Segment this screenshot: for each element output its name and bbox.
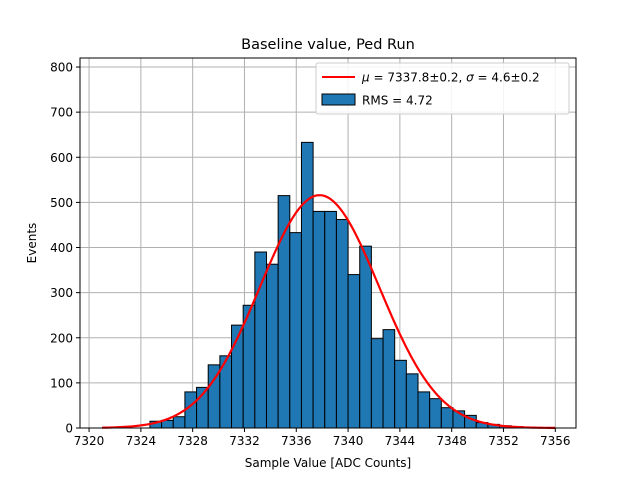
histogram-bar <box>394 359 407 429</box>
x-tick-label: 7344 <box>385 434 416 448</box>
y-axis-label: Events <box>25 223 39 264</box>
x-tick-label: 7352 <box>488 434 519 448</box>
y-tick-label: 500 <box>50 196 73 210</box>
legend-fit-label: μ = 7337.8±0.2, σ = 4.6±0.2 <box>361 71 540 85</box>
x-tick-label: 7332 <box>229 434 260 448</box>
x-tick-label: 7324 <box>126 434 157 448</box>
axes-frame <box>79 57 577 429</box>
y-axis-ticks: 0 100 200 300 400 500 600 700 800 <box>50 61 80 436</box>
y-tick-label: 100 <box>50 376 73 390</box>
histogram-bar <box>300 141 314 429</box>
histogram-bar <box>429 398 442 429</box>
gaussian-fit-line <box>102 194 556 430</box>
histogram-bar <box>417 391 431 429</box>
legend-hist-label: RMS = 4.72 <box>362 94 433 108</box>
y-tick-label: 200 <box>50 331 73 345</box>
histogram-bar <box>370 338 384 429</box>
legend-hist-swatch <box>321 93 356 106</box>
x-tick-label: 7348 <box>436 434 467 448</box>
legend: μ = 7337.8±0.2, σ = 4.6±0.2 RMS = 4.72 <box>315 62 570 115</box>
x-tick-label: 7340 <box>333 434 364 448</box>
histogram-bar <box>359 245 372 429</box>
chart-title: Baseline value, Ped Run <box>241 37 415 53</box>
legend-sigma-symbol: σ <box>466 71 474 85</box>
histogram-bar <box>172 416 186 429</box>
fit-layer <box>102 194 556 430</box>
legend-box <box>315 62 570 115</box>
histogram-bar <box>265 263 279 429</box>
histogram-bar <box>347 274 361 429</box>
x-tick-label: 7320 <box>74 434 105 448</box>
histogram-bar <box>312 210 326 429</box>
histogram-bar <box>382 329 396 429</box>
y-tick-label: 0 <box>65 422 73 436</box>
x-tick-label: 7328 <box>177 434 208 448</box>
histogram-bar <box>324 210 337 429</box>
histogram-bar <box>277 195 291 429</box>
histogram-bar <box>335 219 349 429</box>
x-tick-label: 7336 <box>281 434 312 448</box>
plot-area: 7320 7324 7328 7332 7336 7340 7344 7348 7352 7356… <box>50 57 577 448</box>
y-tick-label: 600 <box>50 151 73 165</box>
legend-mu-value: = 7337.8±0.2, <box>370 71 466 85</box>
legend-mu-symbol: μ <box>361 71 370 85</box>
y-tick-label: 300 <box>50 286 73 300</box>
y-tick-label: 800 <box>50 61 73 75</box>
x-axis-label: Sample Value [ADC Counts] <box>245 456 411 470</box>
legend-sigma-value: = 4.6±0.2 <box>474 71 540 85</box>
bars-layer <box>149 141 524 429</box>
x-tick-label: 7356 <box>540 434 571 448</box>
histogram-bar <box>289 232 302 429</box>
histogram-bar <box>440 407 454 429</box>
y-tick-label: 400 <box>50 241 73 255</box>
histogram-bar <box>405 373 419 429</box>
histogram-bar <box>254 251 267 429</box>
x-axis-ticks: 7320 7324 7328 7332 7336 7340 7344 7348 7352 7356 <box>74 428 571 448</box>
y-tick-label: 700 <box>50 106 73 120</box>
